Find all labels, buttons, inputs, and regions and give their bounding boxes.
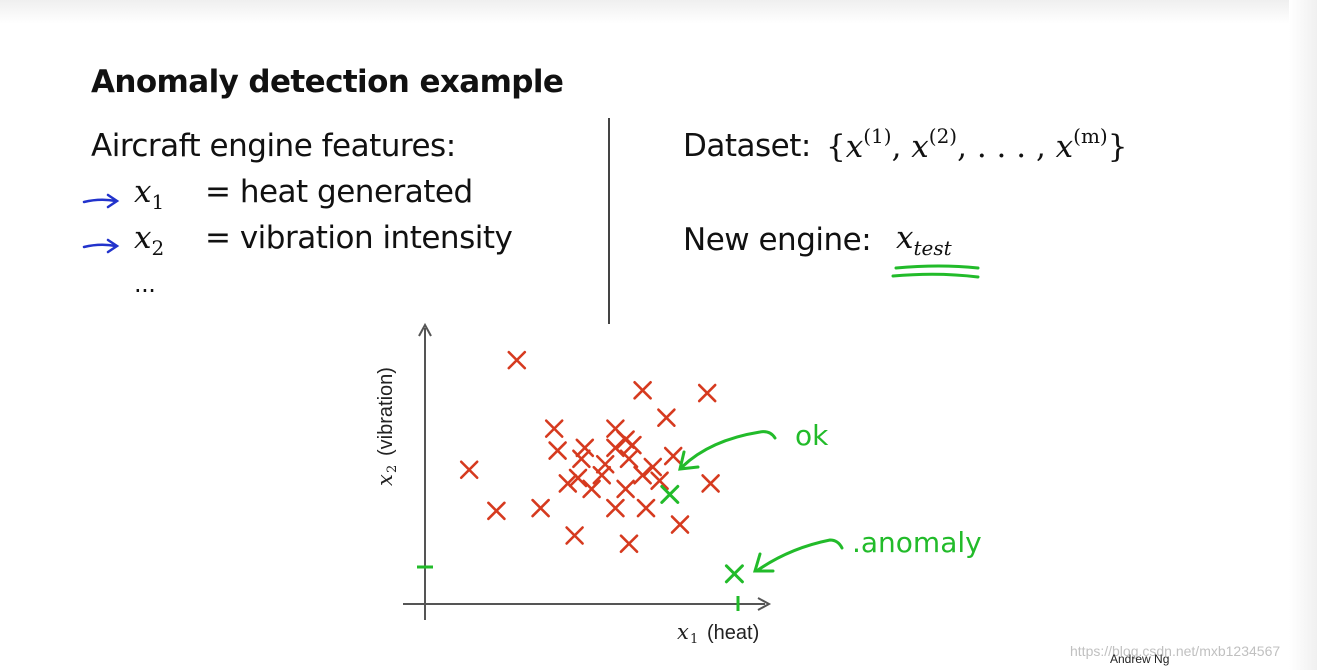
data-point-x-marker: [701, 474, 720, 493]
new-engine-label: New engine:: [683, 222, 872, 258]
data-point-x-marker: [606, 498, 625, 518]
data-point-x-marker: [575, 438, 595, 458]
ok-label: ok: [795, 419, 829, 452]
data-point-x-marker: [643, 457, 663, 477]
features-heading: Aircraft engine features:: [91, 128, 456, 164]
brace-open: {: [826, 129, 846, 165]
data-points: [459, 350, 744, 584]
ylabel-sub: 2: [385, 465, 400, 473]
comma-1: ,: [891, 129, 902, 165]
ylabel-var: x: [373, 474, 397, 486]
top-bar: [0, 0, 1317, 24]
data-point-x-marker: [568, 468, 588, 488]
data-point-x-marker: [558, 474, 578, 493]
feature-1-desc: = heat generated: [205, 174, 473, 210]
data-point-x-marker: [531, 498, 550, 518]
data-point-x-marker: [487, 501, 506, 521]
dataset-label: Dataset:: [683, 128, 811, 164]
data-point-x-marker: [582, 479, 601, 499]
data-point-x-marker: [633, 380, 652, 400]
data-point-x-marker: [616, 479, 635, 499]
data-point-anomaly-marker: [724, 564, 744, 584]
plot-axes: [403, 322, 772, 620]
y-axis-arrow-icon: [418, 322, 432, 337]
data-point-x-marker: [544, 419, 564, 438]
data-point-x-marker: [633, 465, 652, 485]
data-point-x-marker: [619, 534, 639, 554]
feature-2-x: x: [134, 220, 152, 256]
feature-2-var: x2: [134, 220, 164, 260]
data-point-ok-marker: [660, 484, 680, 504]
data-point-x-marker: [572, 449, 591, 469]
dataset-supm: (m): [1073, 124, 1108, 148]
data-point-x-marker: [565, 526, 584, 545]
anomaly-label: .anomaly: [852, 526, 982, 559]
ok-arrow-icon: [678, 430, 777, 471]
dataset-sup2: (2): [928, 124, 958, 148]
anomaly-arrow-icon: [752, 538, 844, 573]
data-point-x-marker: [650, 471, 669, 490]
dataset-sup1: (1): [863, 124, 892, 148]
right-shade: [1289, 0, 1317, 670]
feature-2-sub: 2: [151, 236, 165, 260]
feature-1-x: x: [134, 174, 152, 210]
xlabel-sub: 1: [690, 632, 698, 647]
feature-1-arrow-icon: [82, 193, 120, 209]
author: Andrew Ng: [1110, 652, 1170, 666]
data-point-x-marker: [507, 350, 527, 370]
data-point-x-marker: [459, 460, 479, 480]
dataset-x2: x: [911, 129, 929, 165]
feature-2-arrow-icon: [82, 238, 120, 254]
data-point-x-marker: [670, 515, 690, 534]
data-point-x-marker: [606, 438, 625, 458]
xlabel-var: x: [677, 620, 689, 644]
ellipsis: ...: [134, 270, 156, 298]
dataset-formula: {x(1), x(2), . . . , x(m)}: [826, 124, 1127, 165]
data-point-x-marker: [592, 465, 612, 485]
data-point-x-marker: [663, 446, 683, 466]
feature-1-sub: 1: [151, 190, 165, 214]
data-point-x-marker: [595, 454, 615, 474]
ylabel: x 2 (vibration): [373, 367, 400, 486]
dataset-xm: x: [1055, 129, 1074, 165]
data-point-x-marker: [619, 449, 639, 469]
data-point-x-marker: [636, 498, 656, 518]
data-point-x-marker: [697, 383, 717, 403]
column-divider: [608, 118, 610, 324]
dataset-x1: x: [845, 129, 864, 165]
xlabel-text: (heat): [707, 622, 759, 644]
slide-title: Anomaly detection example: [91, 64, 564, 100]
brace-close: }: [1107, 129, 1128, 165]
ylabel-text: (vibration): [375, 367, 397, 456]
new-engine-x: x: [896, 220, 914, 256]
feature-2-desc: = vibration intensity: [205, 220, 513, 256]
data-point-x-marker: [548, 441, 567, 460]
data-point-x-marker: [657, 408, 676, 427]
watermark: https://blog.csdn.net/mxb1234567: [1070, 643, 1281, 659]
test-underline: [891, 264, 980, 279]
x-axis-arrow-icon: [757, 597, 772, 611]
new-engine-sub: test: [913, 236, 952, 260]
dataset-dots: , . . . ,: [957, 129, 1046, 165]
feature-1-var: x1: [134, 174, 164, 214]
new-engine-var: xtest: [896, 220, 952, 260]
